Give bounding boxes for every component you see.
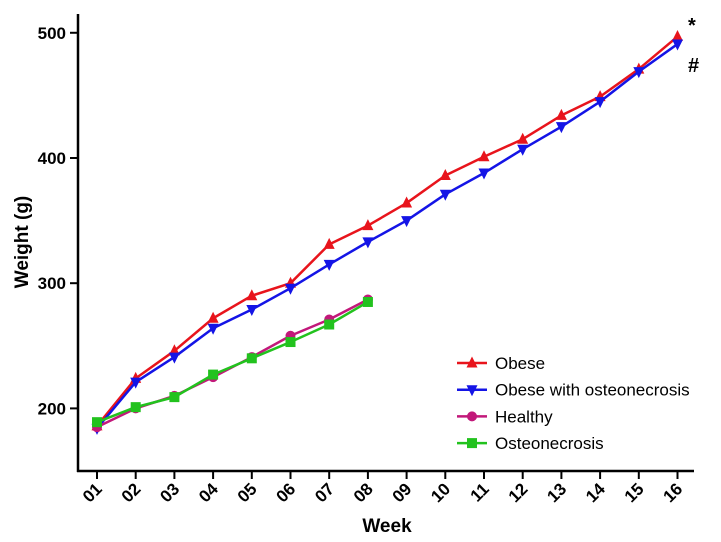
x-tick-label: 01	[79, 479, 106, 506]
data-point	[285, 283, 296, 295]
data-point	[439, 189, 451, 201]
series-layer	[91, 30, 683, 435]
y-tick-label: 400	[38, 149, 66, 168]
legend-item: Healthy	[457, 407, 553, 426]
x-tick-label: 10	[427, 479, 454, 506]
significance-hash: #	[688, 55, 699, 77]
legend-item: Osteonecrosis	[457, 434, 604, 453]
series-group	[92, 296, 373, 428]
x-tick-label: 13	[543, 479, 570, 506]
data-point	[246, 289, 258, 301]
x-tick-label: 07	[311, 479, 338, 506]
data-point	[362, 296, 373, 307]
data-point	[478, 168, 490, 180]
legend-item: Obese with osteonecrosis	[457, 381, 690, 400]
x-tick-label: 12	[505, 479, 532, 506]
data-point	[168, 352, 180, 364]
x-tick-label: 16	[660, 479, 687, 506]
x-tick-label: 06	[273, 479, 300, 506]
data-point	[130, 402, 141, 413]
x-tick-label: 14	[582, 479, 609, 506]
y-tick-label: 500	[38, 24, 66, 43]
x-tick-label: 09	[389, 479, 416, 506]
data-point	[207, 323, 219, 335]
legend-label: Obese with osteonecrosis	[495, 381, 690, 400]
x-axis-title: Week	[362, 516, 412, 537]
series-line	[96, 300, 369, 424]
axes	[76, 14, 694, 473]
significance-asterisk: *	[688, 15, 696, 37]
x-tick-label: 11	[467, 479, 493, 505]
legend-marker	[467, 438, 477, 449]
x-ticks: 01 02 03 04 05 06 07 08 09 10 11 12 13 14 15 16	[79, 471, 686, 506]
data-point	[401, 196, 413, 208]
y-tick-label: 300	[38, 274, 66, 293]
data-point	[478, 150, 490, 162]
data-point	[324, 319, 335, 330]
series-line	[96, 35, 679, 427]
data-point	[285, 337, 296, 348]
data-point	[401, 216, 413, 228]
data-point	[362, 219, 374, 231]
x-tick-label: 04	[195, 479, 222, 506]
data-point	[517, 132, 529, 144]
data-point	[168, 344, 180, 356]
data-point	[130, 377, 142, 389]
legend: Obese Obese with osteonecrosis Healthy Oste…	[457, 354, 690, 453]
data-point	[555, 108, 567, 120]
x-tick-label: 05	[234, 479, 261, 506]
x-tick-label: 03	[156, 479, 183, 506]
data-point	[208, 369, 219, 380]
y-axis-title: Weight (g)	[12, 196, 33, 289]
data-point	[323, 259, 335, 271]
legend-label: Healthy	[495, 407, 553, 426]
legend-marker	[466, 385, 478, 397]
data-point	[672, 39, 683, 51]
data-point	[92, 417, 102, 428]
legend-label: Osteonecrosis	[495, 434, 604, 453]
x-tick-label: 15	[621, 479, 648, 506]
data-point	[246, 353, 257, 364]
legend-marker	[466, 356, 478, 368]
x-tick-label: 08	[350, 479, 377, 506]
data-point	[362, 237, 374, 249]
series-line	[96, 43, 679, 430]
data-point	[555, 122, 567, 134]
data-point	[246, 304, 258, 316]
data-point	[439, 169, 451, 181]
data-point	[169, 392, 180, 403]
data-point	[517, 144, 529, 156]
legend-label: Obese	[495, 354, 545, 373]
data-point	[672, 30, 683, 42]
data-point	[633, 67, 645, 79]
x-tick-label: 02	[118, 479, 145, 506]
legend-marker	[467, 411, 477, 422]
legend-item: Obese	[457, 354, 545, 373]
y-ticks: 200 300 400 500	[38, 24, 78, 418]
data-point	[207, 311, 219, 323]
data-point	[594, 97, 606, 109]
y-tick-label: 200	[38, 399, 66, 418]
data-point	[323, 237, 335, 249]
